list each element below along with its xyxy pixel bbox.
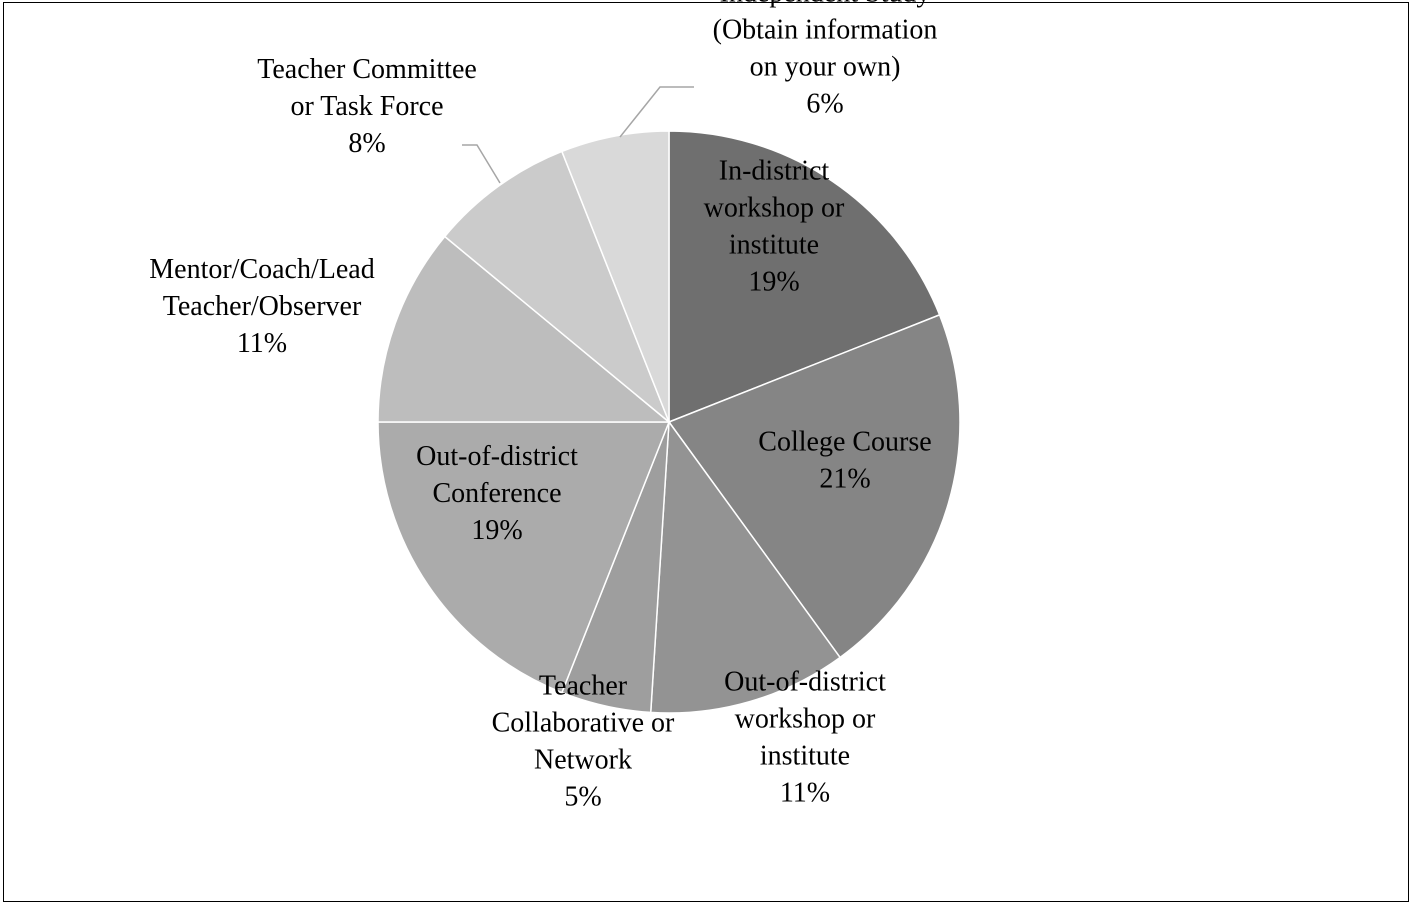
pie-chart: In-district workshop or institute 19% Colleg… xyxy=(149,0,961,813)
slice-label-line-3-0: Teacher xyxy=(539,671,628,702)
slice-label-line-4-1: Conference xyxy=(432,478,561,509)
slice-label-line-0-2: institute xyxy=(729,230,819,261)
slice-label-line-1-0: College Course xyxy=(758,427,931,458)
slice-label-2: Out-of-district workshop or institute 11% xyxy=(724,667,886,809)
slice-label-7: Independent Study (Obtain information on y… xyxy=(713,0,938,120)
slice-label-line-3-1: Collaborative or xyxy=(492,708,675,739)
slice-percent-1: 21% xyxy=(819,464,870,495)
slice-label-line-6-0: Teacher Committee xyxy=(257,54,477,85)
slice-label-line-4-0: Out-of-district xyxy=(416,441,578,472)
slice-label-line-2-1: workshop or xyxy=(735,704,876,735)
slice-label-4: Out-of-district Conference 19% xyxy=(416,441,578,546)
slice-label-line-2-2: institute xyxy=(760,741,850,772)
slice-label-line-5-0: Mentor/Coach/Lead xyxy=(149,254,374,285)
slice-label-1: College Course 21% xyxy=(758,427,931,495)
slice-label-line-6-1: or Task Force xyxy=(290,91,443,122)
slice-label-line-7-1: (Obtain information xyxy=(713,15,938,46)
slice-label-line-5-1: Teacher/Observer xyxy=(163,291,362,322)
pie-slice-1 xyxy=(667,313,961,659)
pie-slice-4 xyxy=(377,421,671,694)
slice-percent-7: 6% xyxy=(806,89,843,120)
leader-line-7 xyxy=(619,86,694,138)
slice-label-line-0-0: In-district xyxy=(719,156,830,187)
pie-slice-7 xyxy=(560,130,670,423)
slice-label-3: Teacher Collaborative or Network 5% xyxy=(492,671,675,813)
slice-percent-5: 11% xyxy=(237,328,287,359)
slice-label-6: Teacher Committee or Task Force 8% xyxy=(257,54,477,159)
pie-slice-5 xyxy=(377,235,672,423)
slice-label-line-0-1: workshop or xyxy=(704,193,845,224)
slice-label-5: Mentor/Coach/Lead Teacher/Observer 11% xyxy=(149,254,374,359)
slice-label-line-7-2: on your own) xyxy=(750,52,901,83)
leader-line-6 xyxy=(462,144,501,184)
slice-label-0: In-district workshop or institute 19% xyxy=(704,156,845,298)
slice-percent-4: 19% xyxy=(471,515,522,546)
slice-label-line-7-0: Independent Study xyxy=(720,0,931,9)
slice-label-line-3-2: Network xyxy=(534,745,632,776)
slice-label-line-2-0: Out-of-district xyxy=(724,667,886,698)
pie-slice-2 xyxy=(649,419,842,714)
slice-percent-6: 8% xyxy=(348,128,385,159)
pie-slice-6 xyxy=(443,150,670,423)
slice-percent-2: 11% xyxy=(780,778,830,809)
pie-slice-0 xyxy=(668,130,941,424)
slice-percent-3: 5% xyxy=(564,782,601,813)
slice-percent-0: 19% xyxy=(748,267,799,298)
